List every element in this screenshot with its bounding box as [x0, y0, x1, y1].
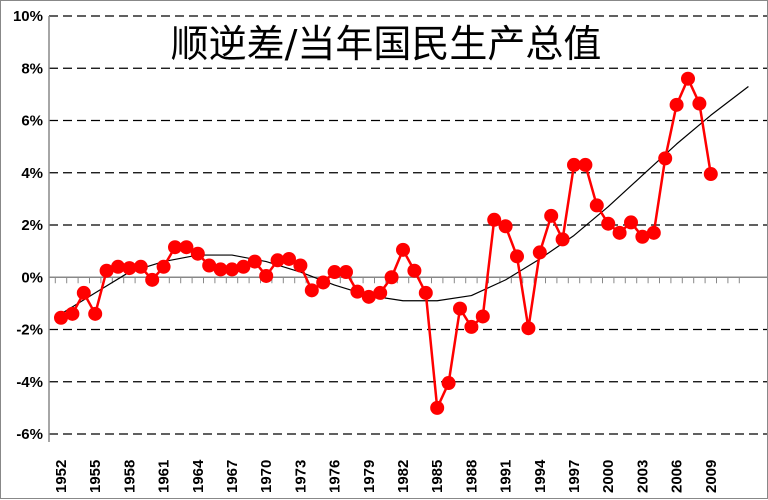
data-point — [293, 258, 308, 273]
data-point — [339, 265, 353, 280]
chart-title: 顺逆差/当年国民生产总值 — [171, 22, 602, 66]
y-tick-label: 6% — [21, 113, 43, 130]
data-point — [304, 283, 319, 298]
y-tick-label: 2% — [21, 217, 43, 234]
data-point — [111, 259, 125, 274]
data-point — [624, 215, 638, 230]
data-point — [407, 263, 422, 278]
data-point — [475, 309, 490, 324]
data-point — [350, 284, 365, 299]
data-point — [498, 219, 513, 234]
x-tick-label: 1997 — [566, 460, 583, 493]
data-point — [418, 285, 433, 300]
x-tick-label: 1955 — [87, 460, 104, 493]
data-point — [122, 261, 137, 276]
data-point — [396, 242, 410, 257]
data-point — [555, 232, 570, 247]
data-point — [487, 212, 502, 227]
data-point — [316, 275, 331, 290]
data-point — [373, 285, 388, 300]
data-point — [259, 268, 274, 283]
data-point — [384, 270, 399, 285]
data-point — [76, 285, 91, 300]
data-point — [145, 272, 160, 287]
data-point — [681, 71, 695, 86]
data-point — [578, 157, 593, 172]
data-point — [510, 249, 524, 264]
y-tick-label: -6% — [16, 426, 43, 443]
y-tick-label: 4% — [21, 165, 43, 182]
x-tick-label: 1961 — [156, 460, 173, 493]
x-tick-label: 2000 — [600, 460, 617, 493]
y-tick-label: 0% — [21, 269, 43, 286]
x-tick-label: 1994 — [532, 459, 549, 493]
data-point — [190, 246, 205, 261]
data-point — [213, 262, 228, 277]
y-tick-label: 10% — [13, 8, 43, 25]
x-tick-label: 1982 — [395, 460, 412, 493]
trendline — [60, 86, 749, 315]
x-tick-label: 1952 — [53, 460, 70, 493]
data-point — [703, 167, 718, 182]
data-point — [202, 258, 217, 273]
data-point — [361, 289, 376, 304]
data-point — [612, 225, 627, 240]
series-line — [60, 75, 713, 413]
x-tick-label: 1967 — [224, 460, 241, 493]
data-point — [99, 263, 114, 278]
data-point — [327, 265, 342, 280]
data-point — [247, 254, 262, 269]
data-point — [669, 97, 684, 112]
data-point — [168, 240, 182, 255]
data-point — [692, 96, 707, 111]
data-point — [282, 251, 296, 266]
data-point — [236, 259, 251, 274]
x-tick-label: 1964 — [190, 459, 207, 493]
data-point — [54, 310, 68, 325]
data-point — [601, 216, 616, 231]
data-point — [179, 240, 194, 255]
data-point — [464, 319, 479, 334]
x-tick-label: 1970 — [258, 460, 275, 493]
y-tick-label: -2% — [16, 322, 43, 339]
x-tick-label: 1979 — [361, 460, 378, 493]
data-point — [589, 198, 604, 213]
data-point — [646, 225, 661, 240]
data-point — [635, 229, 650, 244]
x-tick-label: 1973 — [292, 460, 309, 493]
x-tick-label: 1958 — [121, 460, 138, 493]
data-point — [453, 301, 467, 316]
x-tick-label: 1991 — [498, 460, 515, 493]
data-point — [65, 306, 80, 321]
data-point — [567, 157, 581, 172]
x-tick-label: 1976 — [327, 460, 344, 493]
data-point — [544, 208, 559, 223]
data-point — [521, 321, 536, 336]
x-tick-label: 1988 — [463, 460, 480, 493]
data-point — [225, 262, 239, 277]
x-tick-label: 1985 — [429, 460, 446, 493]
y-tick-label: 8% — [21, 60, 43, 77]
data-point — [133, 259, 148, 274]
x-tick-label: 2009 — [703, 460, 720, 493]
data-point — [270, 253, 285, 268]
data-point — [441, 376, 456, 391]
data-point — [658, 151, 673, 166]
data-point — [532, 245, 547, 260]
x-tick-label: 2006 — [669, 460, 686, 493]
y-tick-label: -4% — [16, 374, 43, 391]
data-point — [156, 259, 171, 274]
x-tick-label: 2003 — [634, 460, 651, 493]
data-point — [88, 306, 103, 321]
data-point — [430, 400, 445, 415]
